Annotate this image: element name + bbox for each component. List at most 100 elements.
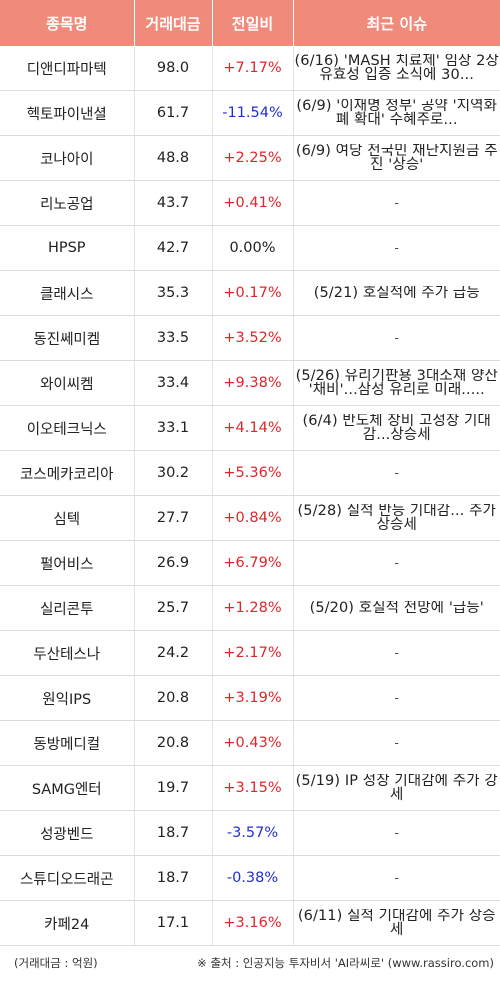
stock-name-cell-text: 두산테스나 bbox=[33, 646, 101, 663]
stock-name-cell: 카페24 bbox=[0, 900, 135, 946]
change-cell: 0.00% bbox=[212, 225, 294, 271]
stock-name-cell: 펄어비스 bbox=[0, 540, 135, 586]
stock-name-cell: HPSP bbox=[0, 225, 135, 271]
header-trade-amount: 거래대금 bbox=[134, 0, 213, 46]
table-row: 동진쎄미켐 33.5 +3.52% - bbox=[0, 315, 500, 361]
recent-issue-cell-text: - bbox=[394, 691, 399, 705]
stock-name-cell: 실리콘투 bbox=[0, 585, 135, 631]
recent-issue-cell: - bbox=[293, 855, 500, 901]
change-cell-text: +3.16% bbox=[223, 915, 282, 931]
stock-name-cell: 원익IPS bbox=[0, 675, 135, 721]
trade-amount-cell: 30.2 bbox=[134, 450, 213, 496]
trade-amount-cell-text: 33.5 bbox=[156, 330, 190, 346]
trade-amount-cell-text: 27.7 bbox=[156, 510, 190, 526]
stock-name-cell: 와이씨켐 bbox=[0, 360, 135, 406]
trade-amount-cell: 17.1 bbox=[134, 900, 213, 946]
change-cell: +2.25% bbox=[212, 135, 294, 181]
trade-amount-cell: 33.5 bbox=[134, 315, 213, 361]
change-cell: +0.84% bbox=[212, 495, 294, 541]
trade-amount-cell: 35.3 bbox=[134, 270, 213, 316]
recent-issue-cell-text: - bbox=[394, 196, 399, 210]
change-cell-text: +2.25% bbox=[223, 150, 282, 166]
trade-amount-cell: 20.8 bbox=[134, 675, 213, 721]
stock-name-cell-text: 코나아이 bbox=[40, 151, 94, 168]
change-cell: +7.17% bbox=[212, 46, 294, 91]
stock-table: 종목명 거래대금 전일비 최근 이슈 디앤디파마텍 98.0 +7.17% (6/16… bbox=[0, 0, 500, 946]
recent-issue-cell-text: (6/11) 실적 기대감에 주가 상승세 bbox=[297, 909, 496, 937]
trade-amount-cell-text: 42.7 bbox=[156, 240, 190, 256]
table-row: 동방메디컬 20.8 +0.43% - bbox=[0, 720, 500, 766]
header-recent-issue: 최근 이슈 bbox=[293, 0, 500, 46]
trade-amount-cell-text: 18.7 bbox=[156, 825, 190, 841]
trade-amount-cell-text: 25.7 bbox=[156, 600, 190, 616]
recent-issue-cell-text: (5/26) 유리기판용 3대소재 양산 '채비'...삼성 유리로 미래...… bbox=[295, 369, 498, 397]
trade-amount-cell-text: 19.7 bbox=[156, 780, 190, 796]
trade-amount-cell: 18.7 bbox=[134, 855, 213, 901]
trade-amount-cell: 42.7 bbox=[134, 225, 213, 271]
source-note: ※ 출처 : 인공지능 투자비서 'AI라씨로' (www.rassiro.co… bbox=[197, 956, 494, 970]
recent-issue-cell: (6/16) 'MASH 치료제' 임상 2상 유효성 입증 소식에 30... bbox=[293, 46, 500, 91]
stock-name-cell: 리노공업 bbox=[0, 180, 135, 226]
stock-name-cell-text: 리노공업 bbox=[40, 196, 94, 213]
table-row: 클래시스 35.3 +0.17% (5/21) 호실적에 주가 급등 bbox=[0, 270, 500, 316]
recent-issue-cell: (5/19) IP 성장 기대감에 주가 강세 bbox=[293, 765, 500, 811]
recent-issue-cell-text: (5/21) 호실적에 주가 급등 bbox=[313, 286, 480, 300]
table-row: 성광벤드 18.7 -3.57% - bbox=[0, 810, 500, 856]
stock-name-cell: 동진쎄미켐 bbox=[0, 315, 135, 361]
recent-issue-cell-text: - bbox=[394, 466, 399, 480]
change-cell: +1.28% bbox=[212, 585, 294, 631]
change-cell: +4.14% bbox=[212, 405, 294, 451]
recent-issue-cell: - bbox=[293, 225, 500, 271]
recent-issue-cell: (5/28) 실적 반등 기대감... 주가 상승세 bbox=[293, 495, 500, 541]
trade-amount-cell: 27.7 bbox=[134, 495, 213, 541]
change-cell: +0.43% bbox=[212, 720, 294, 766]
stock-name-cell-text: 스튜디오드래곤 bbox=[20, 871, 114, 888]
table-row: 심텍 27.7 +0.84% (5/28) 실적 반등 기대감... 주가 상승세 bbox=[0, 495, 500, 541]
change-cell-text: -11.54% bbox=[222, 105, 283, 121]
change-cell-text: -3.57% bbox=[226, 825, 279, 841]
table-row: 코스메카코리아 30.2 +5.36% - bbox=[0, 450, 500, 496]
table-row: 헥토파이낸셜 61.7 -11.54% (6/9) '이재명 정부' 공약 '지역화폐… bbox=[0, 90, 500, 136]
change-cell-text: +9.38% bbox=[223, 375, 282, 391]
trade-amount-cell: 33.4 bbox=[134, 360, 213, 406]
table-row: 디앤디파마텍 98.0 +7.17% (6/16) 'MASH 치료제' 임상 2상 … bbox=[0, 46, 500, 91]
recent-issue-cell-text: (5/20) 호실적 전망에 '급등' bbox=[309, 601, 484, 615]
recent-issue-cell-text: - bbox=[394, 241, 399, 255]
change-cell-text: +0.41% bbox=[223, 195, 282, 211]
stock-name-cell-text: 동진쎄미켐 bbox=[33, 331, 101, 348]
trade-amount-cell-text: 26.9 bbox=[156, 555, 190, 571]
recent-issue-cell: - bbox=[293, 180, 500, 226]
recent-issue-cell-text: - bbox=[394, 826, 399, 840]
change-cell: +3.16% bbox=[212, 900, 294, 946]
stock-name-cell: 성광벤드 bbox=[0, 810, 135, 856]
stock-name-cell: 클래시스 bbox=[0, 270, 135, 316]
trade-amount-cell: 33.1 bbox=[134, 405, 213, 451]
table-row: HPSP 42.7 0.00% - bbox=[0, 225, 500, 271]
unit-note: (거래대금 : 억원) bbox=[14, 956, 98, 970]
header-change: 전일비 bbox=[212, 0, 294, 46]
trade-amount-cell: 20.8 bbox=[134, 720, 213, 766]
change-cell: +3.52% bbox=[212, 315, 294, 361]
change-cell-text: +3.15% bbox=[223, 780, 282, 796]
recent-issue-cell-text: (6/9) 여당 전국민 재난지원금 추진 '상승' bbox=[295, 144, 498, 172]
recent-issue-cell: - bbox=[293, 630, 500, 676]
table-row: 원익IPS 20.8 +3.19% - bbox=[0, 675, 500, 721]
stock-name-cell-text: 성광벤드 bbox=[40, 826, 94, 843]
table-row: 펄어비스 26.9 +6.79% - bbox=[0, 540, 500, 586]
table-row: 카페24 17.1 +3.16% (6/11) 실적 기대감에 주가 상승세 bbox=[0, 900, 500, 946]
trade-amount-cell-text: 20.8 bbox=[156, 690, 190, 706]
stock-name-cell-text: 심텍 bbox=[53, 511, 81, 528]
change-cell-text: +0.84% bbox=[223, 510, 282, 526]
change-cell: +2.17% bbox=[212, 630, 294, 676]
change-cell: +3.15% bbox=[212, 765, 294, 811]
stock-name-cell-text: 코스메카코리아 bbox=[20, 466, 114, 483]
trade-amount-cell-text: 33.1 bbox=[156, 420, 190, 436]
recent-issue-cell: (6/9) 여당 전국민 재난지원금 추진 '상승' bbox=[293, 135, 500, 181]
trade-amount-cell: 25.7 bbox=[134, 585, 213, 631]
recent-issue-cell: - bbox=[293, 675, 500, 721]
trade-amount-cell-text: 33.4 bbox=[156, 375, 190, 391]
change-cell-text: +6.79% bbox=[223, 555, 282, 571]
header-stock-name: 종목명 bbox=[0, 0, 135, 46]
trade-amount-cell-text: 17.1 bbox=[156, 915, 190, 931]
stock-name-cell: 두산테스나 bbox=[0, 630, 135, 676]
